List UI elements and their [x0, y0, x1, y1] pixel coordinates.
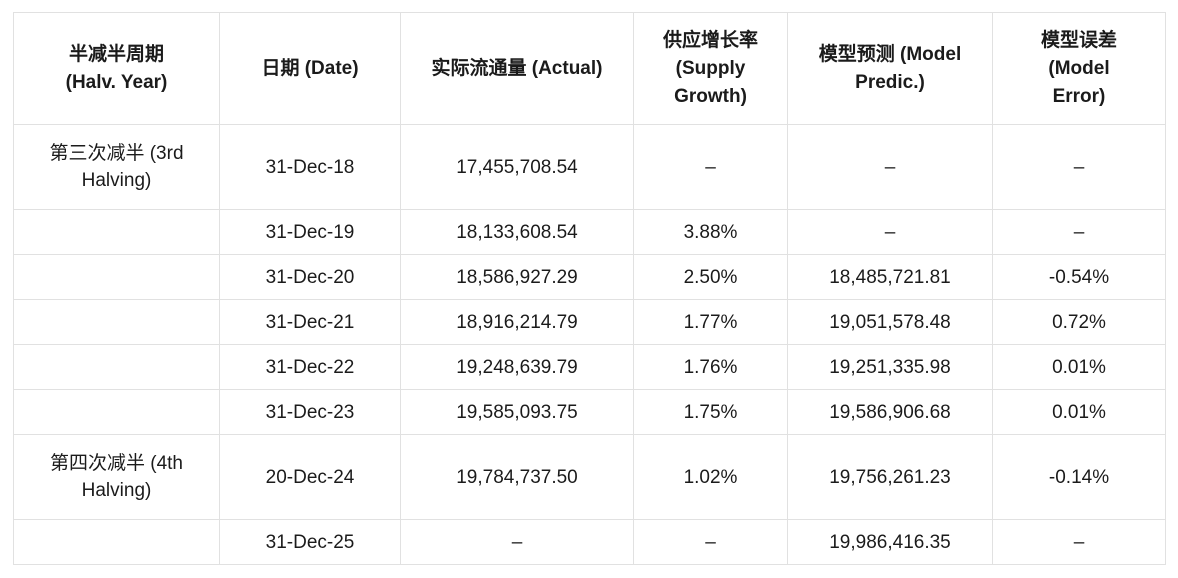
cell-actual: –: [400, 519, 634, 565]
cell-date: 31-Dec-20: [219, 254, 401, 300]
cell-error: -0.54%: [992, 254, 1166, 300]
column-header-model-error: 模型误差 (Model Error): [992, 12, 1166, 125]
cell-growth: 1.76%: [633, 344, 788, 390]
table-row: 31-Dec-20 18,586,927.29 2.50% 18,485,721…: [13, 254, 1166, 300]
header-row: 半减半周期 (Halv. Year) 日期 (Date) 实际流通量 (Actu…: [13, 12, 1166, 125]
column-header-halving-year: 半减半周期 (Halv. Year): [13, 12, 220, 125]
cell-error: –: [992, 209, 1166, 255]
cell-halving: [13, 254, 220, 300]
column-header-date: 日期 (Date): [219, 12, 401, 125]
cell-error: –: [992, 124, 1166, 210]
cell-actual: 18,133,608.54: [400, 209, 634, 255]
cell-actual: 18,916,214.79: [400, 299, 634, 345]
cell-date: 31-Dec-25: [219, 519, 401, 565]
cell-error: 0.01%: [992, 344, 1166, 390]
column-header-model-prediction: 模型预测 (Model Predic.): [787, 12, 993, 125]
cell-halving: [13, 209, 220, 255]
cell-predicted: –: [787, 124, 993, 210]
cell-growth: 1.75%: [633, 389, 788, 435]
cell-predicted: 19,986,416.35: [787, 519, 993, 565]
column-header-actual-supply: 实际流通量 (Actual): [400, 12, 634, 125]
halving-supply-table-container: 半减半周期 (Halv. Year) 日期 (Date) 实际流通量 (Actu…: [13, 12, 1166, 565]
cell-halving: [13, 519, 220, 565]
table-row: 31-Dec-22 19,248,639.79 1.76% 19,251,335…: [13, 344, 1166, 390]
cell-growth: –: [633, 519, 788, 565]
table-row: 31-Dec-21 18,916,214.79 1.77% 19,051,578…: [13, 299, 1166, 345]
cell-predicted: –: [787, 209, 993, 255]
cell-date: 31-Dec-23: [219, 389, 401, 435]
cell-predicted: 19,756,261.23: [787, 434, 993, 520]
cell-actual: 17,455,708.54: [400, 124, 634, 210]
cell-date: 31-Dec-22: [219, 344, 401, 390]
cell-actual: 19,248,639.79: [400, 344, 634, 390]
cell-halving: 第四次减半 (4th Halving): [13, 434, 220, 520]
cell-predicted: 19,251,335.98: [787, 344, 993, 390]
cell-error: -0.14%: [992, 434, 1166, 520]
table-row: 第四次减半 (4th Halving) 20-Dec-24 19,784,737…: [13, 434, 1166, 520]
cell-actual: 18,586,927.29: [400, 254, 634, 300]
table-row: 31-Dec-25 – – 19,986,416.35 –: [13, 519, 1166, 565]
cell-error: 0.01%: [992, 389, 1166, 435]
cell-date: 31-Dec-18: [219, 124, 401, 210]
cell-predicted: 18,485,721.81: [787, 254, 993, 300]
cell-actual: 19,585,093.75: [400, 389, 634, 435]
cell-growth: 3.88%: [633, 209, 788, 255]
cell-growth: 1.02%: [633, 434, 788, 520]
cell-date: 31-Dec-21: [219, 299, 401, 345]
cell-actual: 19,784,737.50: [400, 434, 634, 520]
cell-growth: 2.50%: [633, 254, 788, 300]
cell-predicted: 19,051,578.48: [787, 299, 993, 345]
cell-halving: [13, 389, 220, 435]
column-header-supply-growth: 供应增长率 (Supply Growth): [633, 12, 788, 125]
cell-error: 0.72%: [992, 299, 1166, 345]
cell-predicted: 19,586,906.68: [787, 389, 993, 435]
table-row: 第三次减半 (3rd Halving) 31-Dec-18 17,455,708…: [13, 124, 1166, 210]
cell-halving: 第三次减半 (3rd Halving): [13, 124, 220, 210]
cell-date: 31-Dec-19: [219, 209, 401, 255]
cell-error: –: [992, 519, 1166, 565]
cell-halving: [13, 344, 220, 390]
cell-date: 20-Dec-24: [219, 434, 401, 520]
table-row: 31-Dec-23 19,585,093.75 1.75% 19,586,906…: [13, 389, 1166, 435]
cell-halving: [13, 299, 220, 345]
table-row: 31-Dec-19 18,133,608.54 3.88% – –: [13, 209, 1166, 255]
halving-supply-table: 半减半周期 (Halv. Year) 日期 (Date) 实际流通量 (Actu…: [13, 12, 1166, 565]
cell-growth: –: [633, 124, 788, 210]
cell-growth: 1.77%: [633, 299, 788, 345]
